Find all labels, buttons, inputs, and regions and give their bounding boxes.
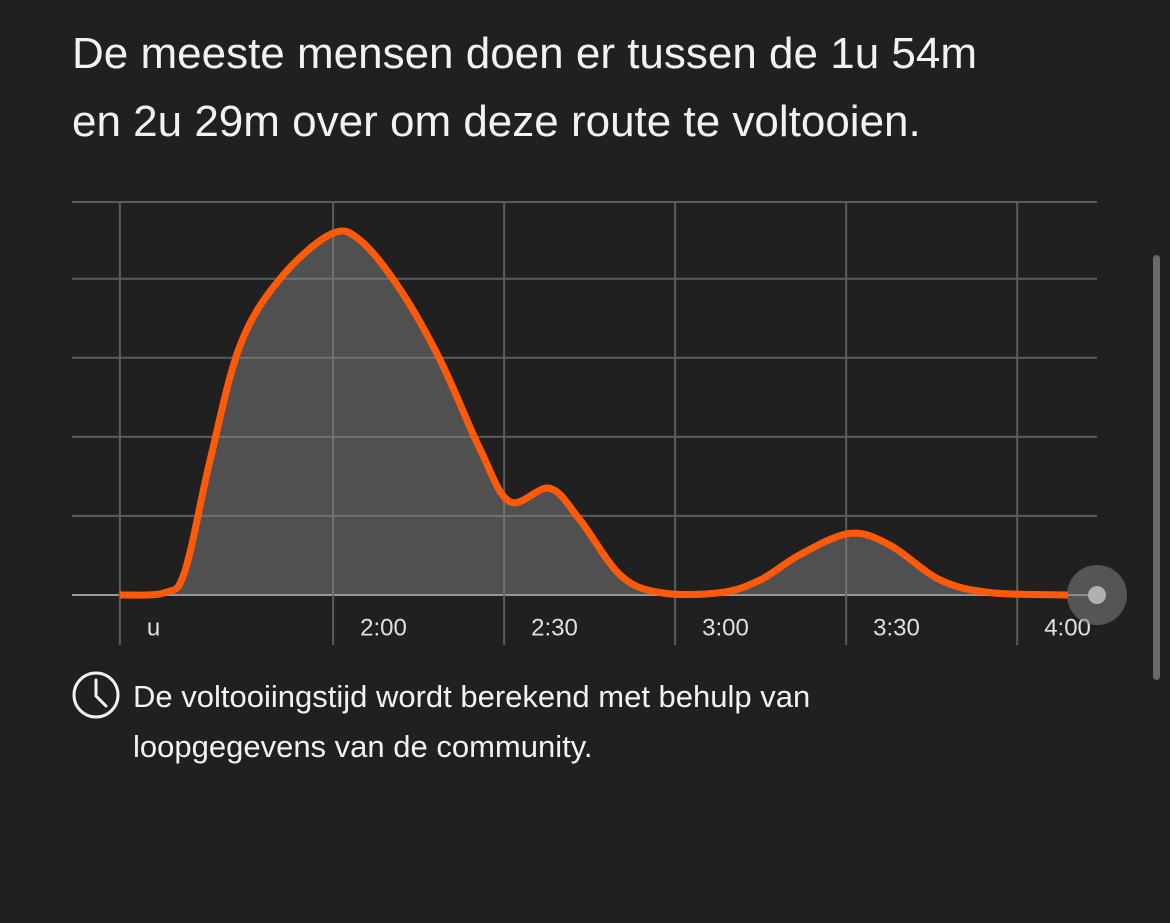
x-tick-label: 3:30 <box>873 614 920 641</box>
heading-line: en 2u 29m over om deze route te voltooie… <box>72 97 921 146</box>
note-line: loopgegevens van de community. <box>133 729 593 764</box>
x-tick-label: u <box>147 614 160 641</box>
scrub-handle-dot <box>1088 586 1106 604</box>
heading-line: De meeste mensen doen er tussen de 1u 54… <box>72 29 977 78</box>
x-tick-label: 2:30 <box>531 614 578 641</box>
line <box>119 227 1069 599</box>
heading: De meeste mensen doen er tussen de 1u 54… <box>72 20 977 156</box>
area <box>119 230 1068 596</box>
plot: u 2:00 2:30 3:00 3:30 4:00 <box>72 201 1097 645</box>
note-line: De voltooiingstijd wordt berekend met be… <box>133 679 811 714</box>
x-tick-label: 3:00 <box>702 614 749 641</box>
clock-icon <box>72 671 120 719</box>
scrollbar[interactable] <box>1153 255 1160 680</box>
x-tick-label: 2:00 <box>360 614 407 641</box>
note: De voltooiingstijd wordt berekend met be… <box>133 672 810 772</box>
